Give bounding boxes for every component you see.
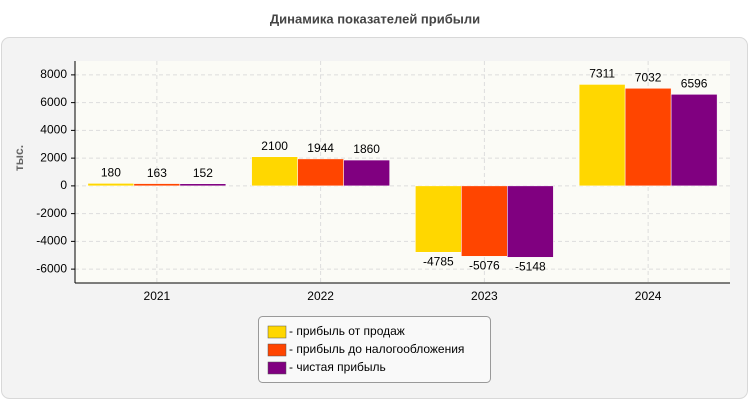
x-tick-label: 2023 xyxy=(471,289,498,303)
data-label: 1944 xyxy=(307,141,334,155)
legend-swatch xyxy=(267,343,287,357)
bar xyxy=(133,183,181,187)
bar xyxy=(297,158,344,187)
data-label: 1860 xyxy=(353,142,380,156)
legend xyxy=(258,316,491,383)
data-label: 163 xyxy=(147,166,167,180)
x-tick-label: 2021 xyxy=(144,289,171,303)
chart-title: Динамика показателей прибыли xyxy=(270,11,480,26)
y-tick-label: -2000 xyxy=(36,206,67,220)
y-tick-label: 6000 xyxy=(40,95,67,109)
legend-swatch xyxy=(267,325,287,339)
bar xyxy=(251,156,298,187)
bar xyxy=(670,94,718,187)
legend-label: - прибыль от продаж xyxy=(289,324,405,338)
data-label: -5148 xyxy=(515,259,546,273)
legend-label: - чистая прибыль xyxy=(289,360,386,374)
y-tick-label: 2000 xyxy=(40,150,67,164)
y-tick-label: 4000 xyxy=(40,123,67,137)
data-label: 7032 xyxy=(635,70,662,84)
y-tick-label: 0 xyxy=(60,178,67,192)
data-label: 7311 xyxy=(589,67,615,81)
y-tick-label: -4000 xyxy=(36,234,67,248)
data-label: -5076 xyxy=(469,258,500,272)
y-tick-label: 8000 xyxy=(40,67,67,81)
bar xyxy=(578,84,626,187)
bar xyxy=(624,88,672,187)
x-tick-label: 2024 xyxy=(635,289,662,303)
bar xyxy=(179,183,227,187)
legend-swatch xyxy=(267,361,287,375)
bar xyxy=(461,185,508,257)
bar xyxy=(415,185,462,253)
x-tick-label: 2022 xyxy=(307,289,334,303)
data-label: 6596 xyxy=(681,77,708,91)
data-label: 2100 xyxy=(261,139,288,153)
data-label: 180 xyxy=(101,166,121,180)
bar xyxy=(87,183,135,187)
data-label: -4785 xyxy=(423,254,454,268)
data-label: 152 xyxy=(193,166,213,180)
bar xyxy=(507,185,554,258)
y-axis-label: тыс. xyxy=(12,145,26,171)
bar xyxy=(343,159,390,187)
legend-label: - прибыль до налогообложения xyxy=(289,342,464,356)
y-tick-label: -6000 xyxy=(36,261,67,275)
